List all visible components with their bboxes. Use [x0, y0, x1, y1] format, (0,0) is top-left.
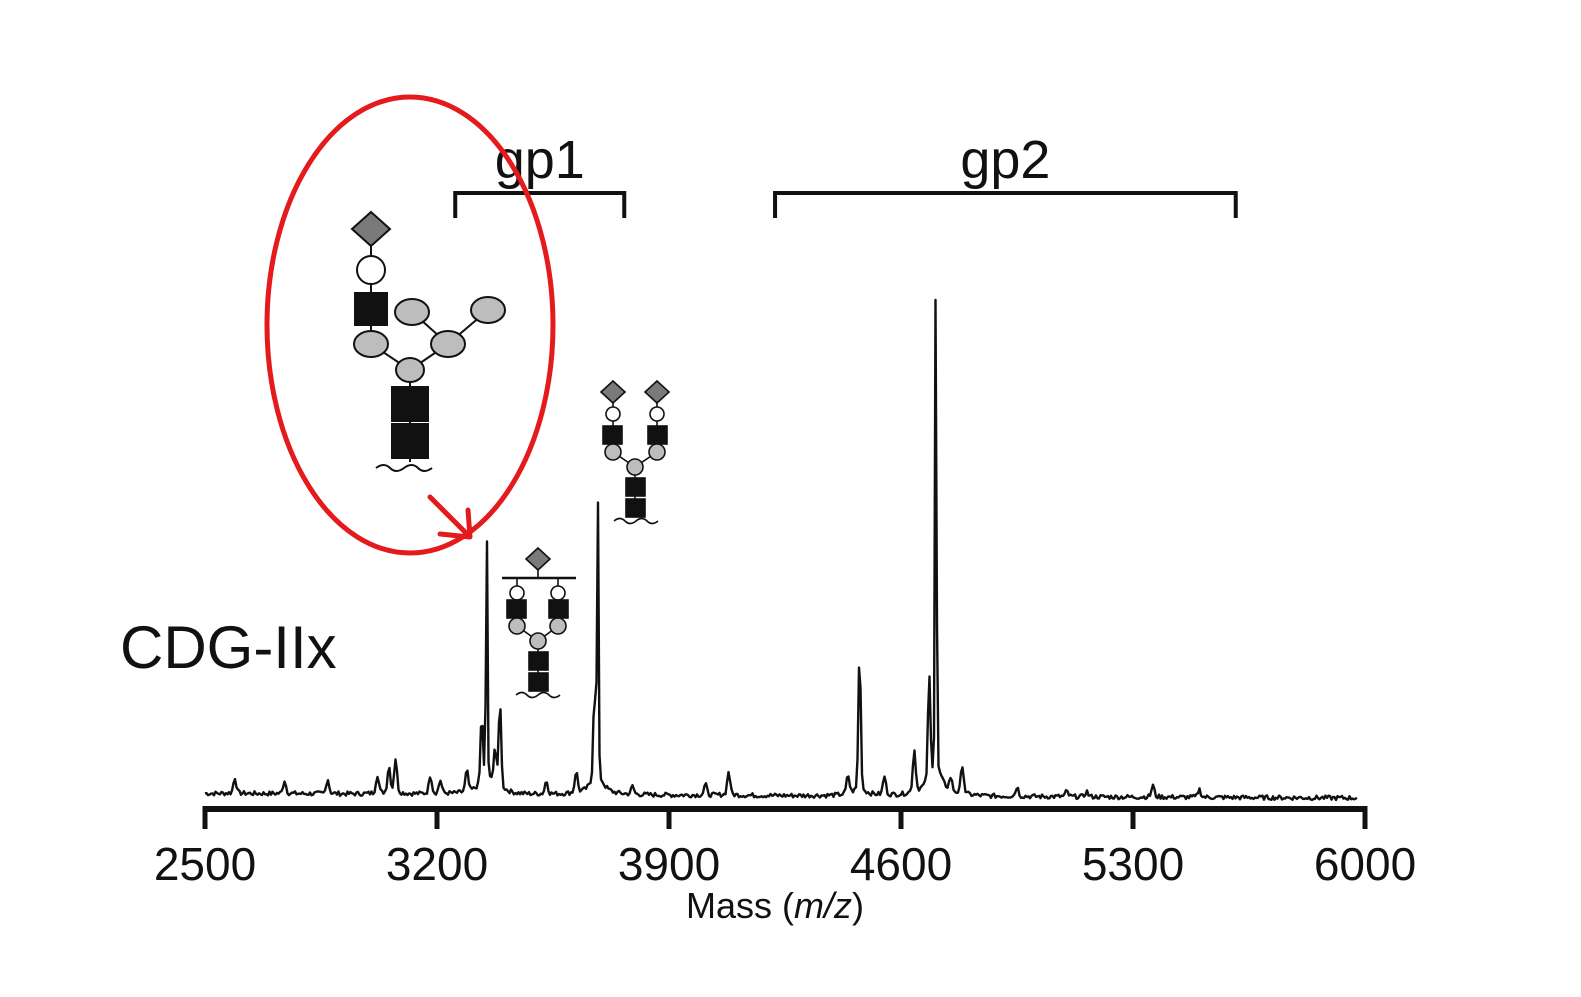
glycan-square-glcnac — [602, 425, 623, 445]
x-tick-label: 5300 — [1082, 838, 1184, 890]
glycan-linker — [515, 691, 561, 699]
glycan-circle-gal — [509, 585, 525, 601]
glycan-structure-disialo — [599, 379, 671, 525]
glycan-circle-gal — [605, 406, 621, 422]
x-axis: 2500 3200 3900 4600 5300 6000 — [154, 806, 1416, 890]
glycan-circle-man — [549, 617, 567, 635]
highlight-arrow — [427, 494, 473, 540]
sample-label: CDG-IIx — [120, 614, 337, 681]
glycan-circle-man — [529, 632, 547, 650]
glycan-linker — [375, 464, 433, 472]
group-brackets: gp1 gp2 — [453, 130, 1238, 218]
x-axis-title-prefix: Mass ( — [686, 885, 794, 926]
x-axis-title-unit: m/z — [794, 885, 852, 926]
glycan-diamond-neuac — [350, 210, 392, 248]
bracket-label-gp2: gp2 — [960, 130, 1050, 190]
glycan-circle-man — [508, 617, 526, 635]
glycan-square-glcnac — [391, 423, 429, 459]
bracket-gp2 — [773, 191, 1238, 218]
glycan-square-glcnac — [528, 651, 549, 671]
glycan-circle-man — [604, 443, 622, 461]
glycan-circle-man — [648, 443, 666, 461]
glycan-square-glcnac — [548, 599, 569, 619]
glycan-circle-man — [353, 330, 389, 358]
glycan-circle-man — [430, 330, 466, 358]
spectrum-trace — [204, 298, 1358, 802]
glycan-diamond-neuac — [643, 379, 671, 405]
glycan-diamond-neuac — [524, 546, 552, 572]
x-tick-label: 3900 — [618, 838, 720, 890]
x-tick-label: 2500 — [154, 838, 256, 890]
glycan-square-glcnac — [354, 292, 388, 326]
glycan-circle-gal — [649, 406, 665, 422]
bracket-gp1 — [453, 191, 627, 218]
highlight-ellipse — [264, 94, 556, 556]
glycan-circle-man — [626, 458, 644, 476]
glycan-linker — [613, 517, 659, 525]
glycan-square-glcnac — [625, 477, 646, 497]
glycan-square-glcnac — [528, 672, 549, 692]
x-axis-title: Mass (m/z) — [686, 885, 864, 926]
glycan-circle-gal — [356, 255, 386, 285]
glycan-square-glcnac — [625, 498, 646, 518]
glycan-structure-hybrid — [350, 210, 506, 472]
x-tick-label: 4600 — [850, 838, 952, 890]
glycan-square-glcnac — [391, 386, 429, 422]
x-tick-label: 6000 — [1314, 838, 1416, 890]
glycan-square-glcnac — [647, 425, 668, 445]
glycan-diamond-neuac — [599, 379, 627, 405]
x-axis-title-suffix: ) — [852, 885, 864, 926]
glycan-circle-man — [470, 296, 506, 324]
glycan-square-glcnac — [506, 599, 527, 619]
x-tick-label: 3200 — [386, 838, 488, 890]
glycan-structure-monosialo — [502, 546, 576, 699]
glycan-circle-man — [394, 298, 430, 326]
glycan-circle-gal — [550, 585, 566, 601]
glycan-circle-man — [395, 357, 425, 383]
